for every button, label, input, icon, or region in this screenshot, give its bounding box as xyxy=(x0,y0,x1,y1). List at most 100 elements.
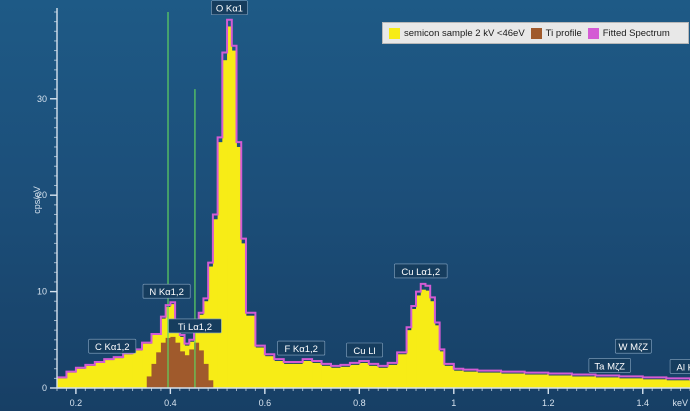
sample-bar xyxy=(57,378,67,388)
peak-label-box xyxy=(211,0,248,16)
x-tick-label: 0.8 xyxy=(353,398,366,408)
peak-label: Ti Lα1,2 xyxy=(178,322,212,333)
sample-bar xyxy=(411,308,417,388)
sample-bar xyxy=(406,330,412,388)
legend-item-ti-profile[interactable]: Ti profile xyxy=(530,27,582,39)
sample-bar xyxy=(312,362,322,388)
ti-profile-bar xyxy=(160,342,167,388)
y-tick-label: 20 xyxy=(37,190,47,200)
sample-bar xyxy=(524,374,549,388)
ti-profile-bar xyxy=(170,336,176,388)
peak-label: O Kα1 xyxy=(216,4,243,15)
sample-bar xyxy=(302,361,313,388)
legend-item-sample[interactable]: semicon sample 2 kV <46eV xyxy=(389,27,525,39)
sample-bar xyxy=(132,350,143,388)
peak-label-box xyxy=(588,358,631,373)
sample-bar xyxy=(283,363,294,388)
sample-bar xyxy=(241,243,247,388)
legend-swatch-sample xyxy=(389,27,400,39)
sample-bar xyxy=(66,372,77,388)
sample-bar xyxy=(430,301,436,388)
sample-bar xyxy=(264,356,275,388)
ti-profile-bar xyxy=(198,350,204,388)
peak-label: Cu Lα1,2 xyxy=(401,267,440,278)
sample-bar xyxy=(416,295,422,388)
ti-profile-bar xyxy=(189,349,195,388)
sample-bar xyxy=(439,351,445,388)
x-axis-title: keV xyxy=(672,398,688,408)
sample-bar xyxy=(94,362,105,388)
peak-label: Cu Ll xyxy=(353,346,375,357)
sample-bar xyxy=(231,50,237,389)
sample-bar xyxy=(104,360,115,388)
sample-bar xyxy=(85,365,96,388)
peak-label-box xyxy=(88,338,137,354)
spectrum-bars xyxy=(57,26,690,389)
sample-bar xyxy=(330,367,341,388)
fitted-line-layer xyxy=(57,18,690,381)
legend-label-fitted: Fitted Spectrum xyxy=(602,27,670,39)
axis-ticks xyxy=(54,11,690,391)
y-axis-title: cps/eV xyxy=(32,186,42,214)
peak-labels: C Kα1,2 N Kα1,2 Ti Lα1,2 O Kα1 F Kα1,2 Cu Ll C… xyxy=(88,0,690,374)
sample-bar xyxy=(434,325,441,388)
sample-bar xyxy=(463,371,478,388)
sample-bar xyxy=(274,361,285,388)
sample-bar xyxy=(368,365,379,388)
sample-bar xyxy=(444,365,455,388)
y-tick-label: 30 xyxy=(37,94,47,104)
peak-label-box xyxy=(168,318,222,334)
x-tick-label: 1.2 xyxy=(542,398,555,408)
sample-bar xyxy=(548,375,573,388)
sample-bar xyxy=(255,347,266,388)
y-tick-label: 10 xyxy=(37,287,47,297)
x-tick-label: 0.6 xyxy=(259,398,272,408)
sample-bar xyxy=(212,219,219,388)
ti-profile-bar xyxy=(193,342,200,388)
sample-bar xyxy=(340,366,351,388)
legend-item-fitted[interactable]: Fitted Spectrum xyxy=(587,27,670,39)
legend-swatch-ti-profile xyxy=(530,27,542,39)
fitted-spectrum-line xyxy=(57,18,690,381)
sample-bar xyxy=(203,301,209,388)
sample-bar xyxy=(321,365,332,388)
sample-bar xyxy=(378,367,389,388)
sample-bar xyxy=(75,368,86,388)
sample-bar xyxy=(236,146,242,388)
peak-label-box xyxy=(346,342,383,358)
sample-bar xyxy=(245,315,256,388)
sample-bar xyxy=(501,373,526,388)
legend-label-ti-profile: Ti profile xyxy=(545,27,582,39)
peak-label: N Kα1,2 xyxy=(149,287,184,298)
ti-profile-bar xyxy=(179,351,185,388)
sample-bar xyxy=(387,364,398,388)
y-tick-label: 0 xyxy=(42,383,47,393)
x-tick-label: 0.2 xyxy=(70,398,83,408)
peak-label: Al K xyxy=(677,362,690,373)
sample-bar xyxy=(142,343,152,388)
sample-bar xyxy=(123,354,133,388)
peak-label: Ta MζZ xyxy=(594,361,625,372)
sample-bar xyxy=(293,363,304,388)
chart-legend: semicon sample 2 kV <46eV Ti profile Fit… xyxy=(382,22,689,44)
sample-bar xyxy=(359,362,370,388)
ti-profile-bar xyxy=(184,355,190,388)
peak-label: C Kα1,2 xyxy=(95,342,130,353)
sample-bar xyxy=(571,376,596,388)
peak-label-box xyxy=(277,340,326,356)
x-tick-label: 1.4 xyxy=(637,398,650,408)
sample-bar xyxy=(425,290,431,388)
x-tick-label: 0.4 xyxy=(164,398,177,408)
x-tick-label: 1 xyxy=(451,398,456,408)
ti-profile-bar xyxy=(208,380,214,388)
sample-bar xyxy=(595,377,620,388)
sample-bar xyxy=(453,370,464,388)
sample-bar xyxy=(227,26,233,388)
ti-profile-bar xyxy=(175,342,181,388)
peak-label-box xyxy=(142,283,191,299)
legend-label-sample: semicon sample 2 kV <46eV xyxy=(404,27,525,39)
sample-bar xyxy=(619,378,644,388)
sample-bar xyxy=(642,379,667,388)
